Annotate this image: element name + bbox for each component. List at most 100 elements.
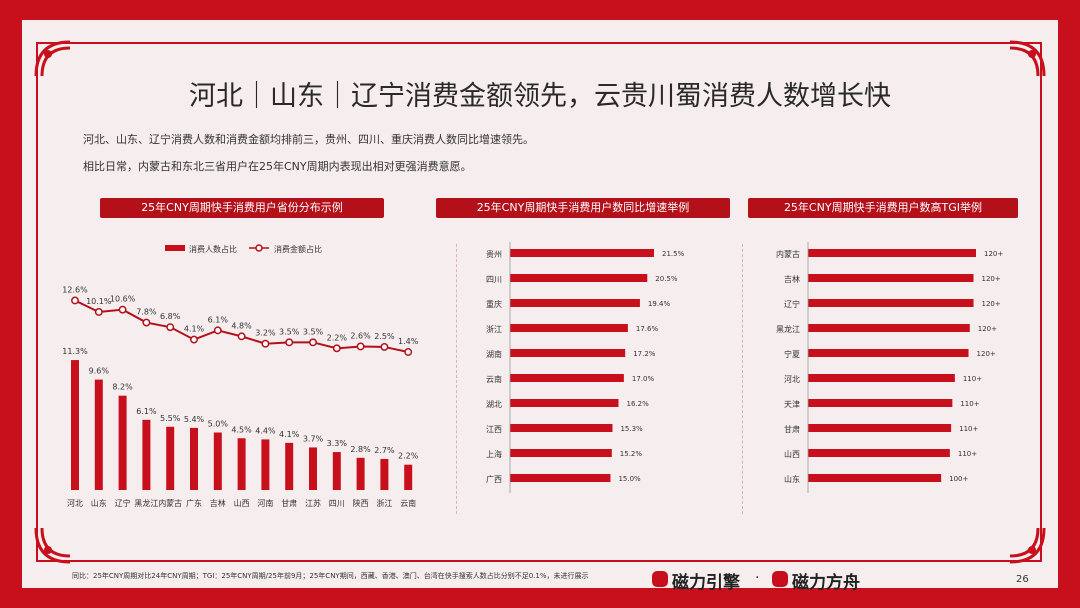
category-label: 四川 [486, 275, 502, 284]
bar-consumer-share [118, 395, 127, 490]
category-label: 甘肃 [281, 498, 297, 508]
bar-value-label: 3.3% [327, 439, 348, 448]
bar-value-label: 15.3% [620, 425, 643, 433]
category-label: 陕西 [353, 498, 369, 508]
bar-value-label: 5.4% [184, 415, 205, 424]
bar-consumer-share [261, 439, 270, 490]
bar-value-label: 120+ [978, 325, 997, 333]
category-label: 广东 [186, 498, 202, 508]
brand-logo-icon [772, 571, 788, 587]
brand-separator: · [755, 570, 760, 586]
bar-value-label: 110+ [963, 375, 982, 383]
line-point [285, 338, 294, 347]
bar-value-label: 16.2% [627, 400, 650, 408]
line-value-label: 4.8% [231, 321, 252, 330]
bar-value-label: 17.0% [632, 375, 655, 383]
description-line-1: 河北、山东、辽宁消费人数和消费金额均排前三，贵州、四川、重庆消费人数同比增速领先… [83, 133, 534, 146]
legend-label: 消费金额占比 [274, 244, 322, 254]
category-label: 内蒙古 [158, 498, 182, 508]
bar [808, 399, 953, 407]
category-label: 山西 [784, 449, 800, 459]
bar-consumer-share [356, 457, 365, 490]
growth-rate-chart: 贵州 21.5% 四川 20.5% 重庆 19.4% 浙江 17.6% 湖南 17.2% 云南 17.… [486, 242, 685, 493]
brand-name-1: 磁力引擎 [672, 573, 740, 593]
chart-tag-growth: 25年CNY周期快手消费用户数同比增速举例 [436, 198, 730, 218]
line-point [356, 342, 365, 351]
brand-name-2: 磁力方舟 [792, 573, 860, 593]
bar-value-label: 11.3% [62, 347, 88, 356]
line-value-label: 3.5% [303, 327, 324, 336]
category-label: 辽宁 [784, 299, 800, 309]
bar [808, 374, 955, 382]
category-label: 河北 [67, 498, 83, 508]
bar-value-label: 21.5% [662, 250, 685, 258]
bar-consumer-share [309, 447, 317, 490]
category-label: 贵州 [486, 249, 502, 259]
line-value-label: 2.5% [374, 332, 395, 341]
chart-divider [456, 244, 458, 514]
bar-value-label: 2.2% [398, 452, 419, 461]
chart-tag-tgi: 25年CNY周期快手消费用户数高TGI举例 [748, 198, 1018, 218]
corner-ornament-icon [34, 40, 71, 77]
bar [510, 374, 624, 382]
category-label: 云南 [400, 498, 416, 508]
footer-note: 同比：25年CNY周期对比24年CNY周期；TGI：25年CNY周期/25年前9… [72, 572, 589, 580]
bar-value-label: 120+ [982, 300, 1001, 308]
bar-value-label: 17.6% [636, 325, 659, 333]
bar-consumer-share [142, 419, 151, 490]
category-label: 重庆 [486, 299, 502, 309]
line-value-label: 2.2% [327, 333, 348, 342]
chart-divider [742, 244, 744, 514]
bar-consumer-share [404, 464, 413, 490]
category-label: 甘肃 [784, 424, 800, 434]
bar-consumer-share [94, 379, 103, 490]
bar-value-label: 15.0% [618, 475, 641, 483]
line-value-label: 4.1% [184, 325, 205, 334]
bar-value-label: 19.4% [648, 300, 671, 308]
page-title: 河北｜山东｜辽宁消费金额领先，云贵川蜀消费人数增长快 [189, 81, 891, 112]
category-label: 山东 [784, 474, 800, 484]
bar-value-label: 8.2% [112, 383, 133, 392]
bar [808, 349, 969, 357]
bar-value-label: 2.8% [350, 445, 371, 454]
chart-tag-label: 25年CNY周期快手消费用户省份分布示例 [141, 201, 343, 214]
bar-value-label: 5.5% [160, 414, 181, 423]
description-line-2: 相比日常，内蒙古和东北三省用户在25年CNY周期内表现出相对更强消费意愿。 [83, 160, 472, 173]
bar-consumer-share [71, 360, 79, 490]
line-point [94, 308, 103, 316]
category-label: 云南 [486, 374, 502, 384]
bar-consumer-share [332, 452, 341, 490]
line-value-label: 3.5% [279, 327, 300, 336]
bar-value-label: 120+ [982, 275, 1001, 283]
line-value-label: 6.8% [160, 312, 181, 321]
line-point [118, 305, 127, 314]
category-label: 上海 [486, 449, 502, 459]
bar-consumer-share [380, 458, 389, 490]
category-label: 河南 [257, 498, 273, 508]
legend-swatch-bar [165, 245, 185, 251]
bar-value-label: 9.6% [89, 367, 110, 376]
bar [510, 474, 611, 482]
bar-value-label: 6.1% [136, 407, 157, 416]
category-label: 浙江 [486, 324, 502, 334]
bar [510, 324, 628, 332]
line-value-label: 10.6% [110, 295, 136, 304]
bar [808, 449, 950, 457]
decorative-border [36, 42, 1042, 562]
bar [808, 274, 974, 282]
bar [808, 424, 952, 432]
line-value-label: 7.8% [136, 308, 157, 317]
category-label: 吉林 [784, 274, 800, 284]
category-label: 江苏 [305, 498, 321, 508]
bar [510, 449, 612, 457]
bar-value-label: 4.1% [279, 430, 300, 439]
bar [510, 349, 626, 357]
bar-value-label: 100+ [949, 475, 968, 483]
category-label: 江西 [486, 425, 502, 434]
bar [808, 474, 942, 482]
category-label: 湖南 [486, 349, 502, 359]
category-label: 山西 [234, 498, 250, 508]
bar-value-label: 4.5% [231, 425, 252, 434]
chart-tag-label: 25年CNY周期快手消费用户数同比增速举例 [476, 201, 690, 214]
chart-tag-province-distribution: 25年CNY周期快手消费用户省份分布示例 [100, 198, 384, 218]
